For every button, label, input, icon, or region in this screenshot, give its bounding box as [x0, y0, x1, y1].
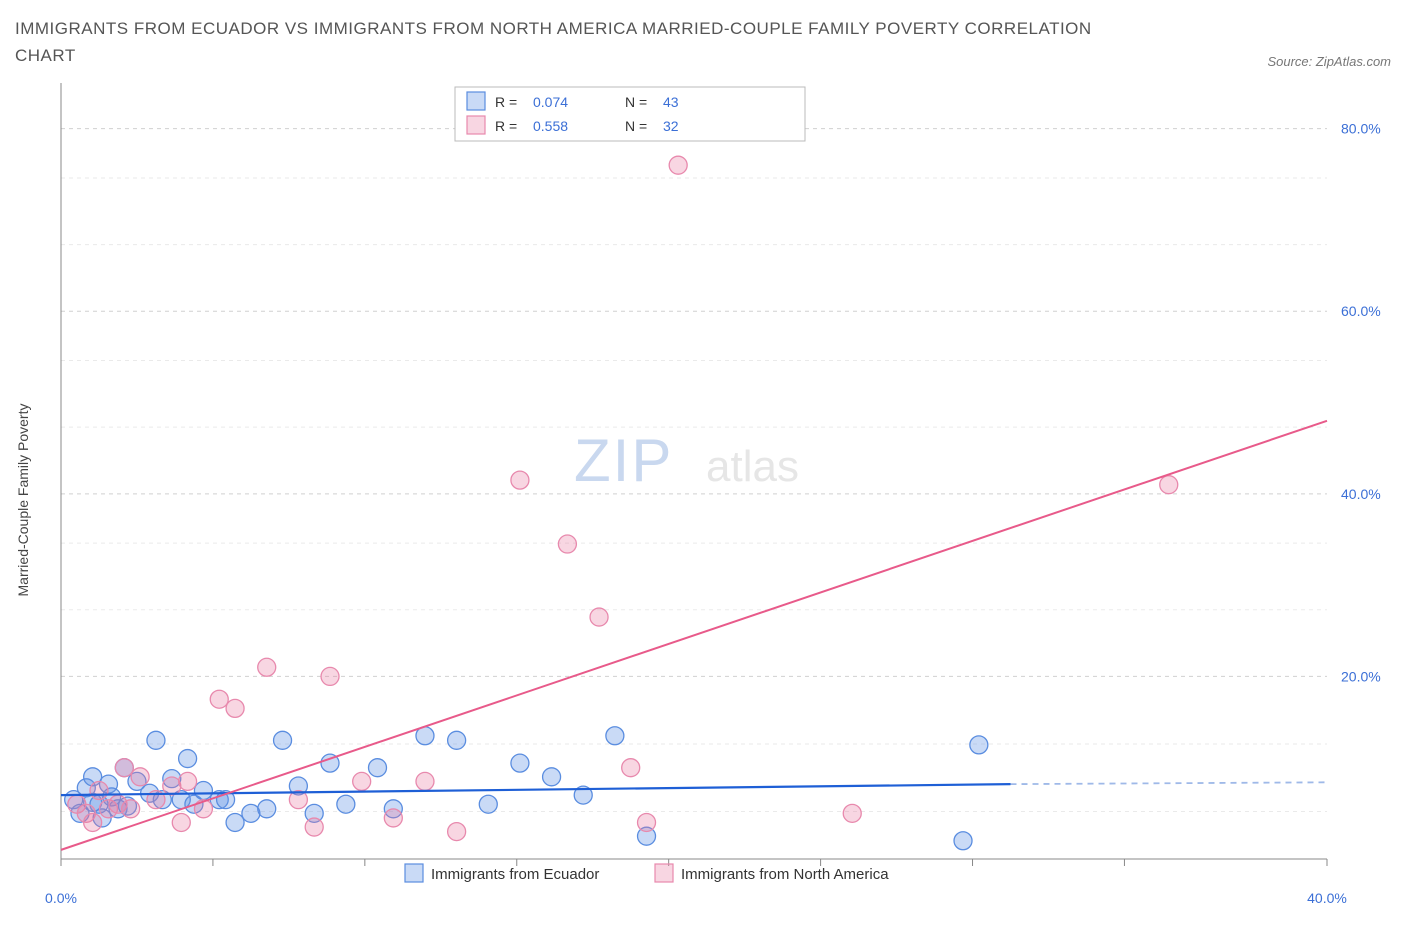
svg-text:60.0%: 60.0% — [1341, 304, 1381, 320]
legend-n-label: N = — [625, 94, 647, 110]
data-point — [416, 773, 434, 791]
data-point — [210, 691, 228, 709]
legend-n-value: 43 — [663, 94, 679, 110]
legend-n-label: N = — [625, 118, 647, 134]
legend-swatch — [655, 864, 673, 882]
legend-r-label: R = — [495, 118, 517, 134]
svg-text:40.0%: 40.0% — [1341, 486, 1381, 502]
legend-swatch — [405, 864, 423, 882]
legend-r-value: 0.558 — [533, 118, 568, 134]
data-point — [384, 809, 402, 827]
data-point — [179, 750, 197, 768]
data-point — [274, 732, 292, 750]
legend-n-value: 32 — [663, 118, 679, 134]
data-point — [558, 535, 576, 553]
data-point — [590, 608, 608, 626]
data-point — [337, 796, 355, 814]
data-point — [321, 668, 339, 686]
trend-line-blue-dash — [1011, 783, 1328, 785]
data-point — [479, 796, 497, 814]
legend-r-label: R = — [495, 94, 517, 110]
data-point — [258, 800, 276, 818]
data-point — [242, 805, 260, 823]
data-point — [172, 814, 190, 832]
data-point — [305, 818, 323, 836]
trend-line-pink — [61, 421, 1327, 850]
svg-text:atlas: atlas — [706, 442, 799, 491]
data-point — [970, 736, 988, 754]
data-point — [122, 800, 140, 818]
data-point — [511, 472, 529, 490]
data-point — [226, 814, 244, 832]
source-label: Source: ZipAtlas.com — [1267, 54, 1391, 69]
data-point — [954, 832, 972, 850]
y-axis-label: Married-Couple Family Poverty — [15, 404, 31, 597]
data-point — [258, 659, 276, 677]
svg-text:20.0%: 20.0% — [1341, 669, 1381, 685]
data-point — [543, 768, 561, 786]
data-point — [147, 732, 165, 750]
data-point — [226, 700, 244, 718]
data-point — [90, 782, 108, 800]
legend-swatch — [467, 92, 485, 110]
data-point — [179, 773, 197, 791]
data-point — [115, 759, 133, 777]
data-point — [131, 768, 149, 786]
legend-series-label: Immigrants from Ecuador — [431, 866, 599, 883]
legend-series-label: Immigrants from North America — [681, 866, 889, 883]
data-point — [448, 823, 466, 841]
data-point — [84, 814, 102, 832]
data-point — [1160, 476, 1178, 494]
chart-container: Married-Couple Family Poverty 20.0% 40.0%… — [15, 77, 1391, 907]
svg-text:80.0%: 80.0% — [1341, 121, 1381, 137]
chart-title: IMMIGRANTS FROM ECUADOR VS IMMIGRANTS FR… — [15, 15, 1115, 69]
data-point — [511, 755, 529, 773]
data-point — [163, 777, 181, 795]
data-point — [669, 157, 687, 175]
data-point — [369, 759, 387, 777]
data-point — [353, 773, 371, 791]
data-point — [606, 727, 624, 745]
data-point — [843, 805, 861, 823]
data-point — [638, 814, 656, 832]
svg-text:40.0%: 40.0% — [1307, 890, 1347, 906]
data-point — [194, 782, 212, 800]
data-point — [448, 732, 466, 750]
data-point — [622, 759, 640, 777]
svg-text:ZIP: ZIP — [574, 427, 673, 494]
scatter-chart: 20.0% 40.0% 60.0% 80.0% ZIP atlas 0.0% 40.0% R =… — [15, 77, 1391, 907]
legend-r-value: 0.074 — [533, 94, 568, 110]
svg-text:0.0%: 0.0% — [45, 890, 77, 906]
legend-swatch — [467, 116, 485, 134]
